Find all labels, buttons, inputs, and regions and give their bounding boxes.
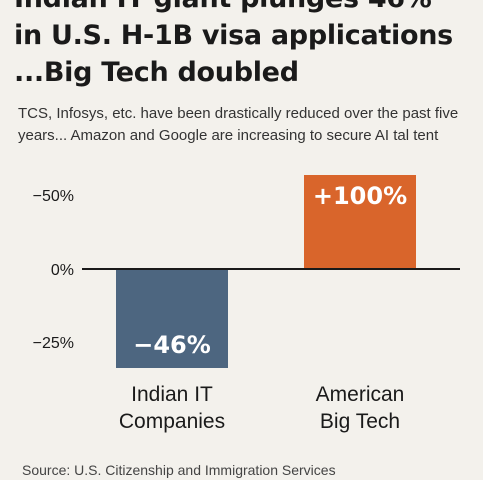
y-tick-label: 0%: [51, 262, 74, 279]
headline-line-2: in U.S. H-1B visa applications: [14, 20, 453, 51]
source-note: Source: U.S. Citizenship and Immigration…: [22, 462, 336, 478]
bar-chart: −50% 0% −25% −46% Indian IT Companies +100% Ame…: [33, 175, 460, 433]
headline-line-1: Indian IT giant plunges 46%: [14, 0, 474, 17]
chart-subtitle: TCS, Infosys, etc. have been drastically…: [18, 105, 459, 144]
x-category-label: Companies: [119, 410, 225, 433]
x-category-label: Big Tech: [320, 410, 400, 433]
headline-line-3: ...Big Tech doubled: [14, 57, 299, 88]
y-tick-label: −50%: [33, 188, 74, 205]
y-tick-label: −25%: [33, 335, 74, 352]
bar-data-label: +100%: [313, 182, 407, 210]
bar-indian-it: [116, 269, 228, 368]
bar-data-label: −46%: [133, 331, 211, 359]
bar-big-tech: [304, 175, 416, 269]
headline: Indian IT giant plunges 46% in U.S. H-1B…: [14, 0, 474, 91]
x-category-label: Indian IT: [131, 383, 213, 406]
x-category-label: American: [316, 383, 405, 406]
